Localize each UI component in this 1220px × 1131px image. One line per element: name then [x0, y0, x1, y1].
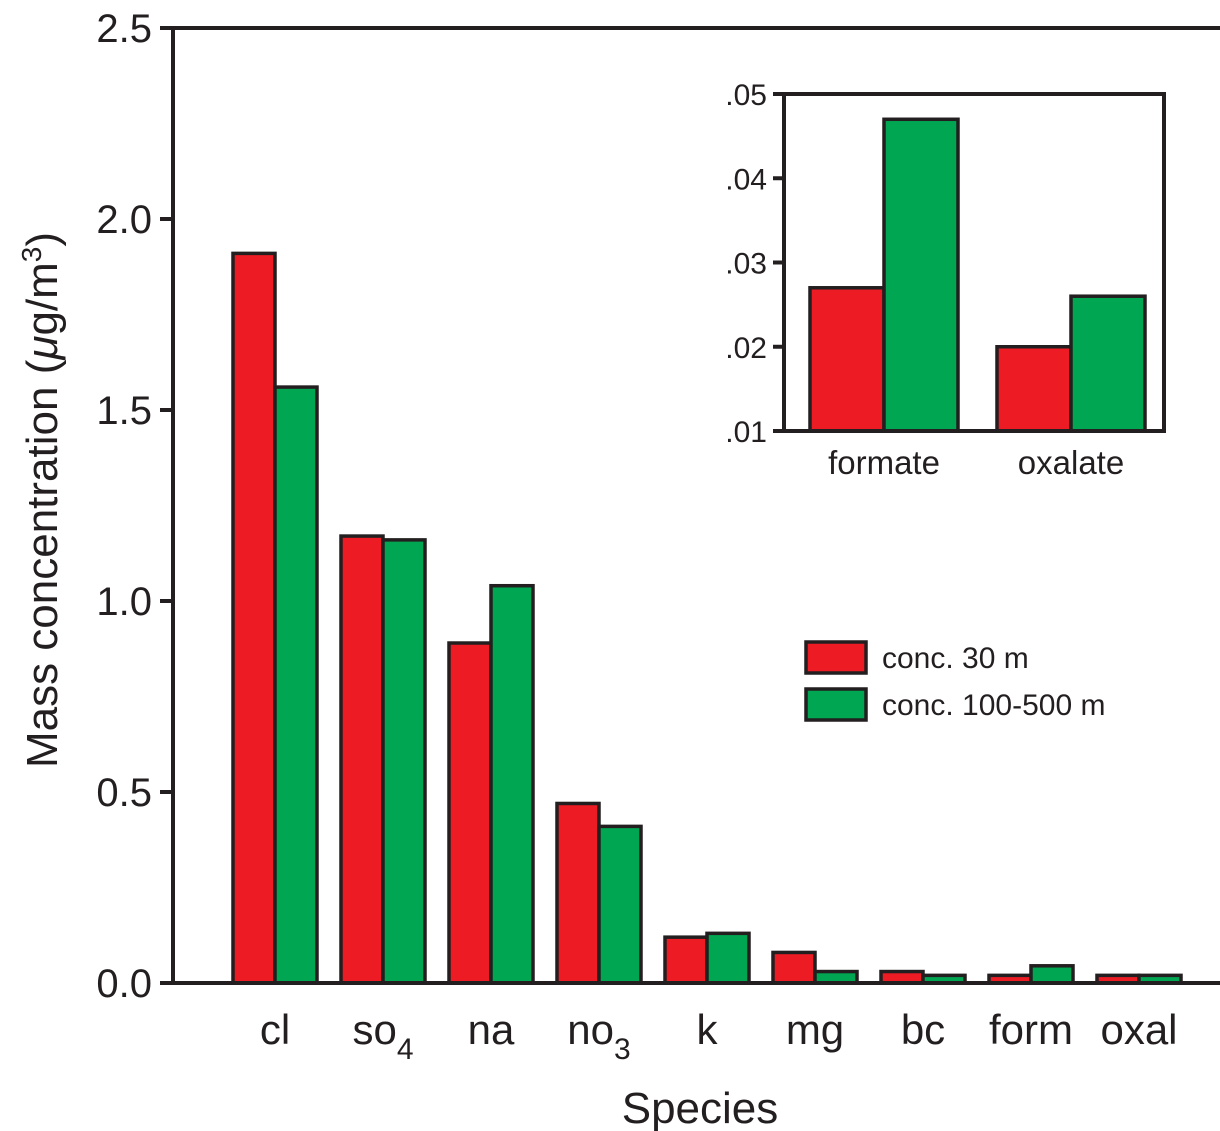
main-bars [231, 251, 1183, 985]
inset-y-tick-label: .05 [725, 79, 767, 112]
x-tick-label-text: form [989, 1006, 1073, 1053]
x-tick-label: k [697, 1006, 719, 1053]
x-tick-labels: cl so4 na no3 k mg bc form oxal [260, 1006, 1178, 1066]
x-tick-label: bc [901, 1006, 945, 1053]
legend-label-2: conc. 100-500 m [882, 689, 1105, 722]
y-axis-title-superscript: 3 [16, 247, 47, 263]
inset-plot: .01 .02 .03 .04 .05 formate oxalate [725, 79, 1166, 481]
inset-y-tick-label: .03 [725, 248, 767, 281]
x-tick-label: oxal [1100, 1006, 1177, 1053]
inset-y-tick-label: .02 [725, 332, 767, 365]
y-tick-label: 1.0 [96, 580, 152, 624]
x-tick-label-text: k [697, 1006, 719, 1053]
bar-so4-series-1 [339, 534, 385, 985]
legend-swatch-1 [804, 640, 868, 675]
bar-na-series-1 [447, 641, 493, 985]
bar-cl-series-1 [231, 251, 277, 985]
inset-x-tick-label: formate [828, 444, 940, 481]
bar-k-series-1 [663, 935, 709, 985]
y-tick-label: 2.5 [96, 7, 152, 51]
bar-k-series-2 [705, 931, 751, 985]
bar-na-series-2 [489, 583, 535, 985]
x-tick-label-text: no [567, 1006, 614, 1053]
x-tick-label: cl [260, 1006, 290, 1053]
bar-no3-series-2 [597, 824, 643, 985]
inset-y-tick-label: .04 [725, 163, 767, 196]
y-tick-label: 1.5 [96, 389, 152, 433]
inset-bar-formate-series-1 [808, 286, 886, 433]
bar-no3-series-1 [555, 801, 601, 985]
bar-cl-series-2 [273, 385, 319, 985]
inset-x-tick-label: oxalate [1018, 444, 1124, 481]
bar-so4-series-2 [381, 538, 427, 985]
inset-y-ticks: .01 .02 .03 .04 .05 [725, 79, 784, 449]
x-axis-title: Species [622, 1084, 779, 1131]
x-tick-label-subscript: 3 [614, 1033, 631, 1066]
legend-label-1: conc. 30 m [882, 642, 1029, 675]
inset-x-tick-labels: formate oxalate [828, 444, 1124, 481]
x-tick-label: no3 [567, 1006, 630, 1066]
inset-y-tick-label: .01 [725, 416, 767, 449]
legend-swatch-2 [804, 687, 868, 722]
legend: conc. 30 m conc. 100-500 m [804, 640, 1105, 722]
y-axis-title-close: ) [18, 232, 67, 247]
main-plot: 0.00.51.01.52.02.5 cl so4 na no3 k mg bc form ox… [16, 7, 1220, 1131]
y-axis-title-mu: μ [18, 336, 67, 361]
x-tick-label: na [468, 1006, 515, 1053]
x-tick-label-text: mg [786, 1006, 844, 1053]
y-tick-label: 2.0 [96, 198, 152, 242]
x-tick-label: form [989, 1006, 1073, 1053]
x-tick-label: so4 [352, 1006, 413, 1066]
y-ticks: 0.0 0.5 1.0 1.5 2.0 2.5 [96, 7, 173, 1006]
x-tick-label-text: bc [901, 1006, 945, 1053]
y-tick-label: 0.0 [96, 962, 152, 1006]
x-tick-label-subscript: 4 [397, 1033, 414, 1066]
inset-bar-oxalate-series-2 [1069, 294, 1147, 433]
inset-bar-oxalate-series-1 [995, 345, 1073, 433]
bar-mg-series-1 [771, 950, 817, 985]
y-axis-title-unit: g/m [18, 262, 67, 335]
y-tick-label: 0.5 [96, 771, 152, 815]
y-axis-title-text: Mass concentration ( [18, 359, 67, 768]
y-axis-title: Mass concentration (μg/m3) [16, 232, 67, 768]
x-tick-label-text: oxal [1100, 1006, 1177, 1053]
x-tick-label-text: na [468, 1006, 515, 1053]
x-tick-label: mg [786, 1006, 844, 1053]
inset-bar-formate-series-2 [882, 117, 960, 433]
x-tick-label-text: cl [260, 1006, 290, 1053]
bar-form-series-2 [1029, 964, 1075, 985]
x-tick-label-text: so [352, 1006, 396, 1053]
